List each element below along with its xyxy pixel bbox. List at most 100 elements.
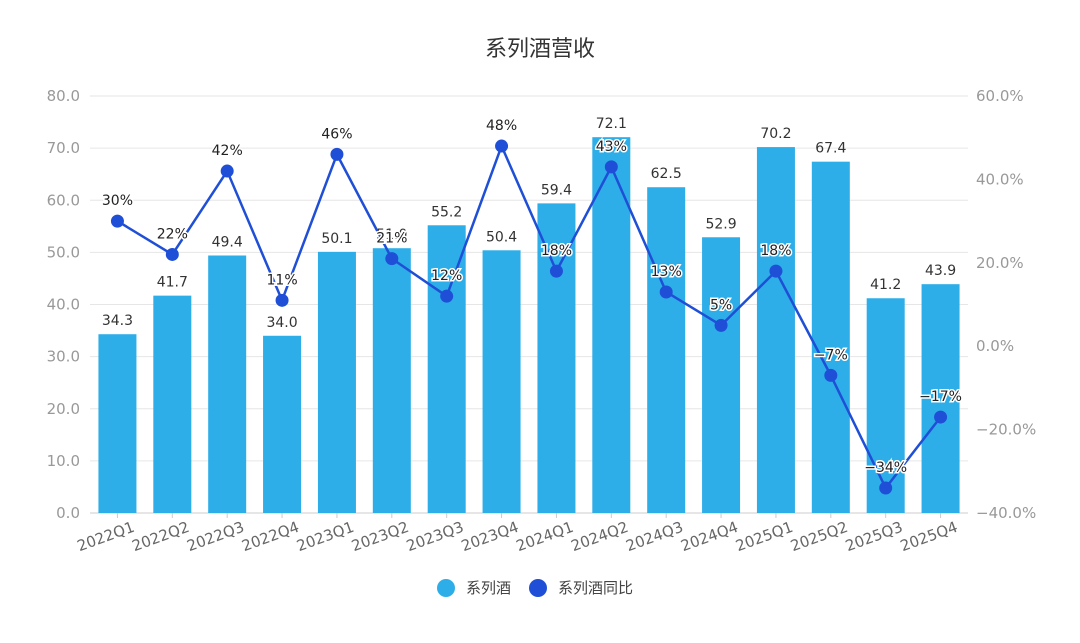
y-left-tick-label: 70.0: [47, 139, 80, 157]
legend: 系列酒 系列酒同比: [437, 579, 633, 597]
bar: [537, 203, 576, 513]
line-point: [934, 410, 948, 424]
bar: [372, 248, 411, 513]
line-value-label: 30%: [102, 193, 133, 209]
x-axis: 2022Q12022Q22022Q32022Q42023Q12023Q22023…: [75, 513, 960, 555]
line-value-label: 18%: [760, 243, 791, 259]
x-tick-label: 2022Q3: [184, 518, 246, 555]
legend-marker-line: [529, 579, 547, 597]
bar: [98, 334, 137, 513]
bar-value-label: 41.2: [870, 277, 901, 293]
y-left-tick-label: 20.0: [47, 400, 80, 418]
x-tick-label: 2022Q2: [130, 518, 192, 555]
line-value-label: 48%: [486, 118, 517, 134]
y-right-tick-label: 0.0%: [976, 337, 1014, 355]
bar: [317, 251, 356, 513]
line-point: [110, 214, 124, 228]
bar: [592, 137, 631, 513]
line-series: [110, 139, 948, 495]
y-right-tick-label: 60.0%: [976, 87, 1024, 105]
bar-value-label: 51.0: [376, 227, 407, 243]
line-value-label: −34%: [864, 460, 907, 476]
line-value-label: 22%: [157, 226, 188, 242]
x-tick-label: 2025Q4: [898, 518, 960, 555]
bar: [702, 237, 741, 514]
line-value-label: 46%: [321, 126, 352, 142]
legend-label-line: 系列酒同比: [558, 579, 633, 597]
bar: [153, 295, 192, 513]
bar: [263, 335, 302, 513]
bar-value-label: 52.9: [705, 216, 736, 232]
y-left-tick-label: 30.0: [47, 348, 80, 366]
y-right-tick-label: 40.0%: [976, 170, 1024, 188]
x-tick-label: 2023Q4: [459, 518, 521, 555]
line-point: [549, 264, 563, 278]
y-right-tick-label: 20.0%: [976, 254, 1024, 272]
bar: [811, 161, 850, 514]
y-right-tick-label: −20.0%: [976, 421, 1036, 439]
line-value-label: 43%: [596, 139, 627, 155]
y-left-tick-label: 50.0: [47, 243, 80, 261]
bar-value-label: 43.9: [925, 263, 956, 279]
line-path: [116, 144, 942, 490]
line-labels: 30% 22% 42% 11% 46% 21% 12% 48% 18% 43% 13% 5% 18% −7…: [100, 117, 963, 478]
x-tick-label: 2023Q3: [404, 518, 466, 555]
right-axis: −40.0% −20.0% 0.0% 20.0% 40.0% 60.0%: [976, 87, 1036, 522]
y-right-tick-label: −40.0%: [976, 504, 1036, 522]
x-tick-label: 2024Q1: [514, 518, 576, 555]
bar-series: [98, 137, 960, 514]
bar-value-label: 34.0: [266, 315, 297, 331]
line-point: [275, 293, 289, 307]
x-tick-label: 2022Q1: [75, 518, 137, 555]
bar-value-label: 59.4: [541, 182, 572, 198]
x-tick-label: 2025Q1: [733, 518, 795, 555]
x-tick-label: 2023Q2: [349, 518, 411, 555]
bar: [866, 298, 905, 513]
line-value-label: 11%: [267, 272, 298, 288]
line-point: [385, 252, 399, 266]
x-tick-label: 2022Q4: [239, 518, 301, 555]
line-point: [824, 368, 838, 382]
line-point: [220, 164, 234, 178]
bar: [921, 284, 960, 513]
line-point: [604, 160, 618, 174]
bar-value-label: 62.5: [651, 166, 682, 182]
bar: [208, 255, 247, 513]
line-value-label: −7%: [814, 347, 848, 363]
bar-value-label: 41.7: [157, 275, 188, 291]
chart-title: 系列酒营收: [485, 37, 595, 62]
line-value-label: 18%: [541, 243, 572, 259]
bar-value-label: 49.4: [212, 235, 243, 251]
bar: [756, 147, 795, 513]
line-point: [879, 481, 893, 495]
legend-marker-bar: [437, 579, 455, 597]
line-value-label: 13%: [651, 264, 682, 280]
line-value-label: 5%: [710, 297, 732, 313]
bar-value-label: 50.1: [321, 231, 352, 247]
bar-value-label: 72.1: [596, 116, 627, 132]
bar-value-label: 67.4: [815, 141, 846, 157]
x-tick-label: 2025Q2: [788, 518, 850, 555]
bar-value-label: 34.3: [102, 313, 133, 329]
line-point: [714, 318, 728, 332]
legend-label-bar: 系列酒: [466, 579, 511, 597]
y-left-tick-label: 40.0: [47, 296, 80, 314]
line-value-label: 42%: [212, 143, 243, 159]
line-point: [659, 285, 673, 299]
line-point: [165, 247, 179, 261]
bar: [482, 250, 521, 514]
line-point: [330, 147, 344, 161]
x-tick-label: 2024Q2: [569, 518, 631, 555]
line-point: [769, 264, 783, 278]
line-value-label: −17%: [919, 389, 962, 405]
y-left-tick-label: 60.0: [47, 191, 80, 209]
bar-labels: 34.3 41.7 49.4 34.0 50.1 51.0 55.2 50.4 59.4 72.1…: [102, 116, 956, 331]
x-tick-label: 2024Q3: [623, 518, 685, 555]
x-tick-label: 2024Q4: [678, 518, 740, 555]
bar-value-label: 50.4: [486, 229, 517, 245]
line-value-label: 12%: [431, 268, 462, 284]
x-tick-label: 2025Q3: [843, 518, 905, 555]
y-left-tick-label: 0.0: [56, 504, 80, 522]
x-tick-label: 2023Q1: [294, 518, 356, 555]
